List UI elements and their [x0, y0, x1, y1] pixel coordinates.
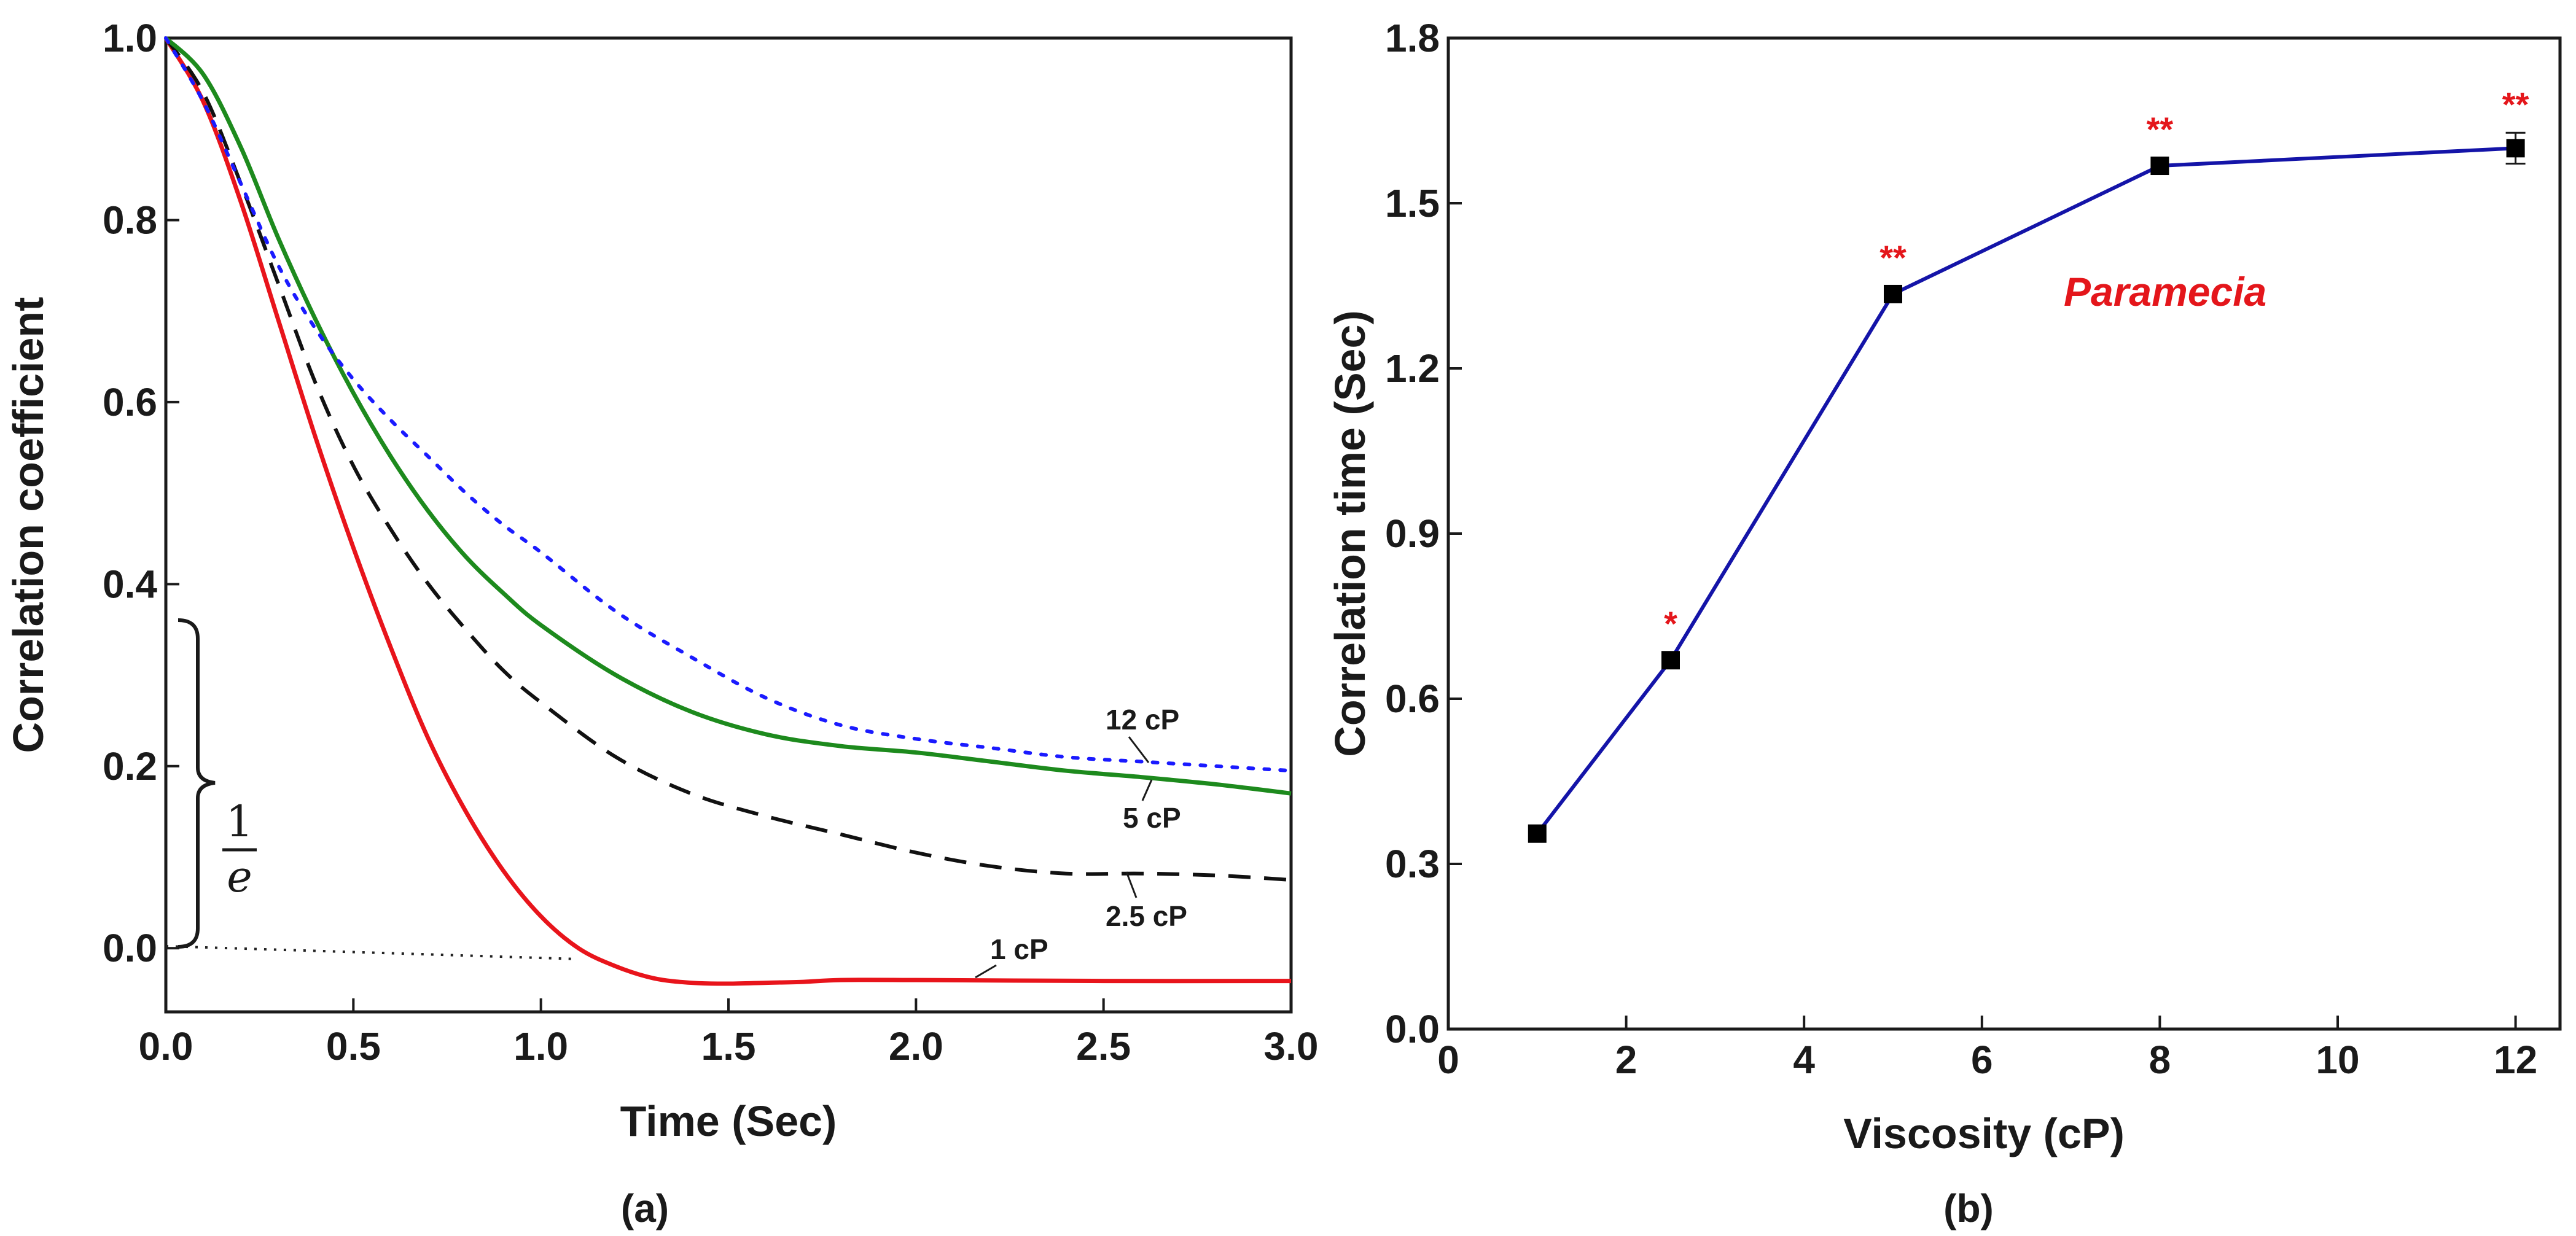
plot-b-ytick-label: 0.6 [1385, 677, 1440, 721]
leader-5cp [1141, 779, 1153, 801]
plot-b-xtick-label: 6 [1971, 1038, 1993, 1082]
leader-2-5cp [1125, 871, 1138, 898]
significance-label: ** [1879, 238, 1907, 277]
plot-b-xtick-label: 8 [2149, 1038, 2171, 1082]
plot-a-xtick-label: 0.0 [139, 1024, 193, 1068]
plot-a-xtick-label: 1.5 [701, 1024, 756, 1068]
plot-a-ticks [165, 37, 1292, 1012]
plot-a-xtick-label: 2.0 [889, 1024, 943, 1068]
plot-b-ticks [1447, 37, 2517, 1030]
fraction-numerator: 1 [226, 796, 254, 847]
series-line-2-5-cp [164, 37, 1292, 882]
plot-b-ylabel: Correlation time (Sec) [1326, 310, 1374, 756]
significance-label: ** [2502, 85, 2529, 123]
plot-b-series [1528, 131, 2526, 843]
series-label-1cp: 1 cP [990, 933, 1048, 965]
plot-a-xtick-label: 0.5 [326, 1024, 381, 1068]
plot-b-ytick-label: 1.5 [1385, 181, 1440, 225]
series-label-5cp: 5 cP [1123, 802, 1181, 834]
data-point-marker [2506, 139, 2525, 158]
plot-a-ytick-label: 0.2 [103, 744, 157, 788]
correlation-time-line [1536, 146, 2516, 835]
plot-a-xlabel: Time (Sec) [620, 1097, 837, 1145]
plot-b-ytick-label: 1.2 [1385, 346, 1440, 391]
plot-a-xtick-label: 3.0 [1264, 1024, 1319, 1068]
plot-a-xtick-label: 1.0 [513, 1024, 568, 1068]
series-line-1-cp [163, 37, 1292, 986]
plot-a-xtick-label: 2.5 [1076, 1024, 1131, 1068]
plot-b-xlabel: Viscosity (cP) [1843, 1110, 2125, 1157]
plot-b-xtick-label: 12 [2494, 1038, 2537, 1082]
plot-b-xtick-label: 4 [1793, 1038, 1815, 1082]
plot-a-ytick-label: 0.4 [103, 562, 157, 606]
plot-b-ytick-label: 0.9 [1385, 511, 1440, 556]
plot-a-ylabel: Correlation coefficient [4, 297, 52, 753]
series-line-12-cp [164, 36, 1293, 773]
plot-b-tick-labels: 0 2 4 6 8 10 12 0.0 0.3 0.6 0.9 1.2 1.5 1.8 [1385, 16, 2537, 1082]
leader-1cp [975, 964, 997, 979]
plot-b-frame [1446, 36, 2562, 1031]
fraction-denominator: e [227, 852, 252, 902]
panel-a: 0.0 0.5 1.0 1.5 2.0 2.5 3.00.00.20.40.60.81.0 … [4, 16, 1318, 1230]
data-point-marker [1884, 284, 1902, 303]
significance-label: ** [2147, 110, 2174, 149]
plot-b-xtick-label: 2 [1615, 1038, 1637, 1082]
plot-a-ytick-label: 0.6 [103, 380, 157, 424]
leader-12cp [1128, 736, 1150, 763]
data-point-marker [1661, 651, 1680, 670]
zero-reference-dotted-line [165, 945, 578, 960]
plot-b-xtick-label: 0 [1437, 1038, 1459, 1082]
data-point-marker [2150, 157, 2169, 176]
panel-b: 0 2 4 6 8 10 120.00.30.60.91.21.51.8 ******* P… [1326, 16, 2562, 1230]
paramecia-annotation: Paramecia [2064, 269, 2266, 314]
significance-label: * [1664, 604, 1677, 643]
one-over-e-brace [178, 618, 216, 949]
plot-a-series [163, 36, 1293, 986]
panel-a-caption: (a) [621, 1186, 669, 1230]
plot-a-ytick-label: 0.8 [103, 198, 157, 242]
plot-a-ytick-label: 0.0 [103, 926, 157, 970]
plot-b-ytick-label: 0.3 [1385, 842, 1440, 886]
plot-b-significance-labels: ******* [1664, 85, 2529, 643]
plot-b-ytick-label: 0.0 [1385, 1007, 1440, 1051]
series-label-2-5cp: 2.5 cP [1106, 900, 1187, 932]
plot-a-tick-labels: 0.0 0.5 1.0 1.5 2.0 2.5 3.0 0.0 0.2 0.4 0.6 0.8 1.0 [103, 16, 1318, 1068]
series-line-5-cp [164, 36, 1292, 796]
plot-a-ytick-label: 1.0 [103, 16, 157, 60]
plot-b-ytick-label: 1.8 [1385, 16, 1440, 60]
plot-b-xtick-label: 10 [2316, 1038, 2359, 1082]
series-label-12cp: 12 cP [1106, 704, 1179, 736]
panel-b-caption: (b) [1943, 1186, 1994, 1230]
data-point-marker [1528, 824, 1547, 843]
plot-a-frame [164, 36, 1293, 1014]
